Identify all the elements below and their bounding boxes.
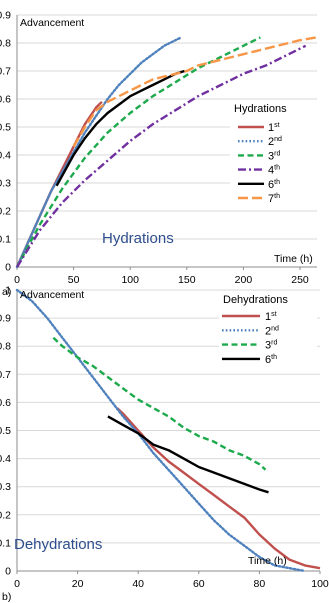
series-line-3rd: [52, 336, 267, 471]
panel-annotation: Dehydrations: [14, 536, 102, 553]
legend-entry-superscript: th: [271, 354, 277, 361]
y-tick-label: 0: [5, 262, 11, 274]
panel-annotation: Hydrations: [102, 230, 174, 247]
y-tick-label: 0.1: [0, 537, 11, 549]
y-tick-label: 0.3: [0, 178, 11, 190]
series-line-7th: [72, 36, 318, 148]
panel-label: b): [2, 591, 11, 603]
legend-entry-number: 6: [268, 179, 274, 191]
y-tick-label: 0.1: [0, 234, 11, 246]
y-tick-label: 0.4: [0, 150, 11, 162]
legend-entry-superscript: st: [274, 122, 280, 129]
legend-entry-number: 4: [268, 165, 274, 177]
x-axis-title: Time (h): [274, 253, 313, 265]
legend-entry-superscript: rd: [274, 150, 280, 157]
x-tick-label: 40: [132, 578, 144, 590]
legend-entry-label: 6th: [268, 179, 280, 191]
y-tick-label: 0.9: [0, 313, 11, 325]
x-axis-title: Time (h): [248, 555, 287, 567]
legend-entry-label: 3rd: [268, 150, 280, 162]
legend-entry-number: 7: [268, 193, 274, 205]
y-axis-title: Advancement: [20, 17, 84, 29]
legend-entry-number: 2: [265, 325, 271, 337]
y-tick-label: 0.7: [0, 66, 11, 78]
series-line-6th: [55, 69, 185, 187]
panel-label: a): [2, 286, 11, 298]
y-tick-label: 0.5: [0, 122, 11, 134]
y-tick-label: 0.9: [0, 10, 11, 22]
x-tick-label: 150: [178, 274, 196, 286]
y-tick-label: 0.8: [0, 341, 11, 353]
x-tick-label: 50: [68, 274, 80, 286]
y-tick-label: 0.2: [0, 509, 11, 521]
legend-title: Hydrations: [234, 103, 287, 115]
legend-entry-number: 3: [268, 150, 274, 162]
legend-entry-label: 3rd: [265, 340, 277, 352]
legend-entry-label: 7th: [268, 193, 280, 205]
y-axis-title: Advancement: [20, 289, 84, 301]
legend-entry-label: 2nd: [268, 136, 282, 148]
y-tick-label: 0: [5, 566, 11, 578]
legend-background: [230, 100, 320, 210]
series-line-2nd: [15, 288, 306, 573]
legend-entry-superscript: th: [274, 165, 280, 172]
x-tick-label: 100: [311, 578, 329, 590]
legend-entry-number: 1: [268, 122, 274, 134]
x-tick-label: 80: [254, 578, 266, 590]
legend-entry-label: 6th: [265, 354, 277, 366]
legend-entry-superscript: rd: [271, 340, 277, 347]
legend-entry-superscript: nd: [271, 325, 279, 332]
x-tick-label: 200: [235, 274, 253, 286]
y-tick-label: 0.6: [0, 94, 11, 106]
series-line-1st: [116, 407, 321, 570]
y-tick-label: 1: [5, 285, 11, 297]
legend-entry-superscript: th: [274, 179, 280, 186]
legend-entry-superscript: th: [274, 193, 280, 200]
y-tick-label: 0.5: [0, 425, 11, 437]
legend-title: Dehydrations: [223, 294, 288, 306]
y-tick-label: 0.6: [0, 397, 11, 409]
legend-entry-number: 6: [265, 354, 271, 366]
legend-entry-number: 1: [265, 311, 271, 323]
chart-panel-b: 0 0.1 0.2 0.3 0.4 0.5 0.6 0.7 0.8 0.9 1 0 20 40 60 80 10…: [0, 285, 329, 603]
legend-entry-label: 2nd: [265, 325, 279, 337]
y-tick-label: 0.7: [0, 369, 11, 381]
x-tick-label: 0: [14, 578, 20, 590]
series-line-6th: [107, 415, 269, 494]
y-tick-label: 0.2: [0, 206, 11, 218]
legend-entry-label: 1st: [268, 122, 280, 134]
legend-entry-label: 4th: [268, 165, 280, 177]
x-tick-label: 100: [121, 274, 139, 286]
legend-entry-number: 3: [265, 340, 271, 352]
x-tick-label: 0: [14, 274, 20, 286]
legend-entry-superscript: nd: [274, 136, 282, 143]
legend-entry-label: 1st: [265, 311, 277, 323]
legend-entry-number: 2: [268, 136, 274, 148]
y-tick-label: 0.8: [0, 38, 11, 50]
legend-entry-superscript: st: [271, 311, 277, 318]
y-tick-label: 0.4: [0, 453, 11, 465]
series-line-4th: [15, 44, 307, 268]
x-tick-label: 250: [291, 274, 309, 286]
x-tick-label: 60: [193, 578, 205, 590]
y-tick-label: 0.3: [0, 481, 11, 493]
chart-panel-a: 0 0.1 0.2 0.3 0.4 0.5 0.6 0.7 0.8 0.9 0 50 100 150 200…: [0, 10, 320, 298]
x-tick-label: 20: [72, 578, 84, 590]
